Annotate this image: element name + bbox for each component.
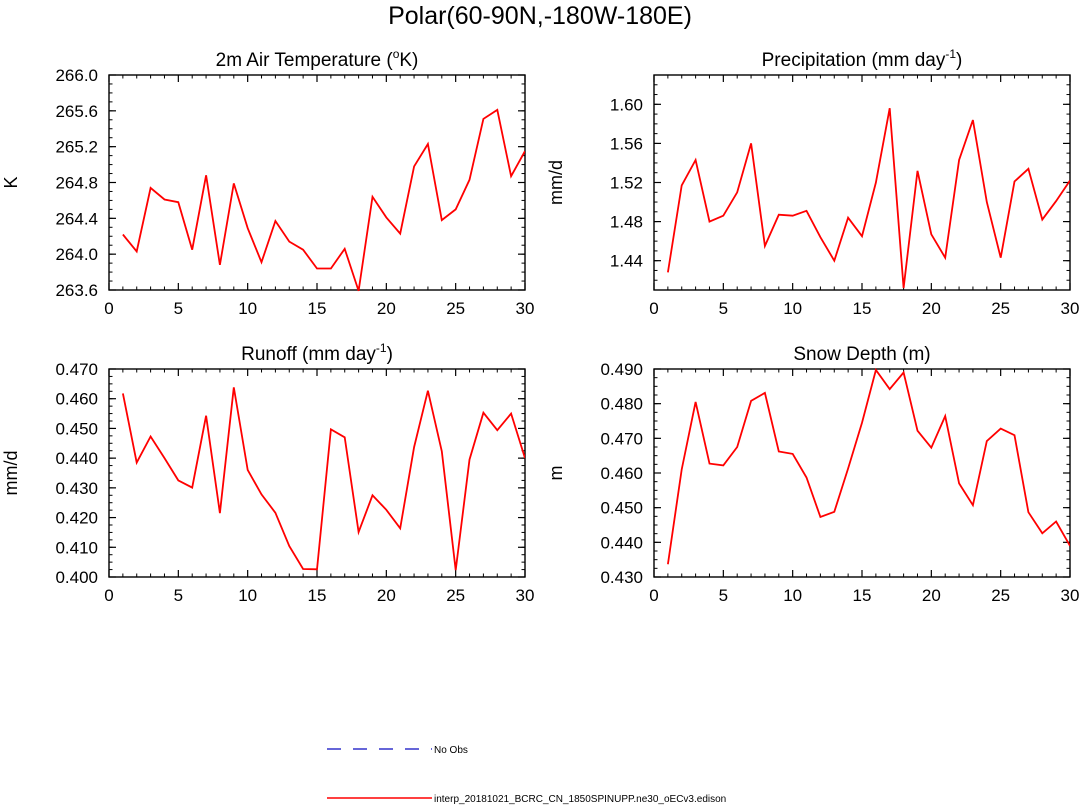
y-tick-label: 0.480 [600, 395, 643, 414]
plot-frame [653, 74, 1071, 291]
x-tick-label: 5 [174, 586, 183, 605]
y-axis-label: K [1, 176, 21, 188]
y-tick-label: 265.6 [55, 102, 98, 121]
y-tick-label: 0.440 [600, 533, 643, 552]
x-tick-label: 0 [104, 299, 113, 318]
series-line [122, 387, 525, 571]
plot-frame [108, 74, 526, 291]
panel-runoff: 0 5 10 15 20 25 30 0.400 0.410 0.420 0.430 0.440 0.4… [1, 341, 534, 605]
x-tick-label: 10 [238, 586, 257, 605]
x-tick-label: 30 [1061, 299, 1080, 318]
y-tick-label: 0.470 [55, 360, 98, 379]
x-tick-label: 30 [516, 299, 535, 318]
x-tick-label: 30 [1061, 586, 1080, 605]
plot-frame [653, 368, 1071, 578]
y-axis-label: m [546, 466, 566, 481]
y-tick-label: 264.8 [55, 174, 98, 193]
x-tick-label: 0 [649, 586, 658, 605]
x-tick-label: 5 [719, 299, 728, 318]
x-tick-label: 0 [104, 586, 113, 605]
plot-frame [108, 368, 526, 578]
x-tick-label: 10 [783, 586, 802, 605]
y-tick-label: 264.0 [55, 245, 98, 264]
series-line [122, 108, 525, 292]
x-tick-label: 15 [308, 299, 327, 318]
y-tick-label: 0.450 [55, 419, 98, 438]
y-tick-label: 0.430 [600, 568, 643, 587]
y-tick-label: 0.430 [55, 479, 98, 498]
panel-title: Snow Depth (m) [793, 344, 930, 365]
y-tick-label: 265.2 [55, 138, 98, 157]
x-tick-label: 5 [174, 299, 183, 318]
y-tick-label: 1.44 [610, 252, 643, 271]
legend: No Obs interp_20181021_BCRC_CN_1850SPINUP… [327, 745, 726, 805]
x-tick-label: 20 [377, 299, 396, 318]
panel-title: Runoff (mm day-1) [241, 341, 393, 365]
x-tick-label: 25 [446, 586, 465, 605]
y-tick-label: 263.6 [55, 281, 98, 300]
panel-temperature: 0 5 10 15 20 25 30 263.6 264.0 264.4 264.8 265.2 265… [1, 47, 534, 318]
x-tick-label: 15 [853, 299, 872, 318]
legend-item: interp_20181021_BCRC_CN_1850SPINUPP.ne30… [327, 794, 726, 805]
y-tick-label: 0.420 [55, 509, 98, 528]
y-tick-label: 266.0 [55, 66, 98, 85]
y-tick-label: 0.460 [600, 464, 643, 483]
main-title: Polar(60-90N,-180W-180E) [388, 2, 692, 30]
y-tick-label: 0.460 [55, 390, 98, 409]
y-tick-label: 1.60 [610, 95, 643, 114]
legend-item: No Obs [327, 745, 468, 756]
x-tick-label: 10 [783, 299, 802, 318]
x-tick-label: 25 [446, 299, 465, 318]
y-tick-label: 0.440 [55, 449, 98, 468]
x-tick-label: 25 [991, 586, 1010, 605]
legend-label: interp_20181021_BCRC_CN_1850SPINUPP.ne30… [434, 794, 726, 805]
panel-title: 2m Air Temperature (oK) [216, 47, 419, 71]
y-axis-label: mm/d [546, 160, 566, 205]
y-tick-label: 0.410 [55, 538, 98, 557]
series-line [667, 367, 1070, 565]
x-tick-label: 20 [922, 299, 941, 318]
y-axis-label: mm/d [1, 451, 21, 496]
y-tick-label: 0.400 [55, 568, 98, 587]
panels: 0 5 10 15 20 25 30 263.6 264.0 264.4 264.8 265.2 265… [1, 47, 1079, 605]
y-tick-label: 1.56 [610, 134, 643, 153]
x-tick-label: 0 [649, 299, 658, 318]
x-tick-label: 20 [922, 586, 941, 605]
series-line [667, 108, 1070, 289]
x-tick-label: 20 [377, 586, 396, 605]
panel-snow-depth: 0 5 10 15 20 25 30 0.430 0.440 0.450 0.460 0.470 0.4… [546, 344, 1079, 605]
panel-precipitation: 0 5 10 15 20 25 30 1.44 1.48 1.52 1.56 1.60 Precipit… [546, 47, 1079, 318]
x-tick-label: 5 [719, 586, 728, 605]
legend-label: No Obs [434, 745, 468, 756]
y-tick-label: 0.470 [600, 429, 643, 448]
x-tick-label: 25 [991, 299, 1010, 318]
x-tick-label: 15 [853, 586, 872, 605]
x-tick-label: 30 [516, 586, 535, 605]
x-tick-label: 15 [308, 586, 327, 605]
panel-title: Precipitation (mm day-1) [762, 47, 963, 71]
x-tick-label: 10 [238, 299, 257, 318]
y-tick-label: 0.450 [600, 499, 643, 518]
y-tick-label: 1.52 [610, 174, 643, 193]
y-tick-label: 0.490 [600, 360, 643, 379]
y-tick-label: 264.4 [55, 209, 98, 228]
y-tick-label: 1.48 [610, 213, 643, 232]
